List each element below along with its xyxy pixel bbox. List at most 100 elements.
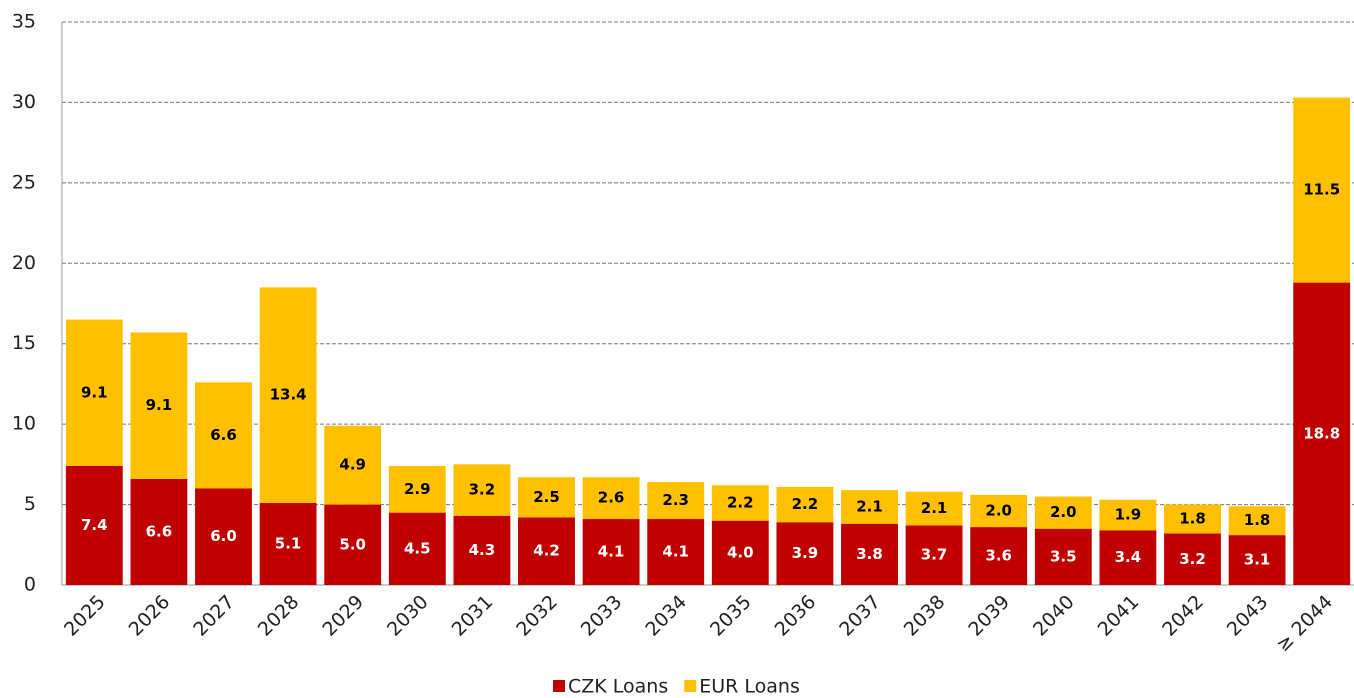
bar-segment [453, 515, 511, 585]
bar-segment [324, 425, 382, 505]
value-label: 7.4 [81, 516, 108, 534]
value-label: 1.9 [1115, 506, 1142, 524]
value-label: 3.7 [921, 546, 948, 564]
x-tick-label: 2031 [448, 591, 498, 641]
x-tick-label: 2038 [900, 591, 950, 641]
bar-segment [776, 522, 834, 585]
legend-label: CZK Loans [568, 676, 668, 698]
bar-segment [1228, 535, 1286, 585]
y-tick-label: 20 [12, 252, 36, 274]
x-tick-label: 2042 [1158, 591, 1208, 641]
bar-segment [1293, 282, 1351, 585]
bar-segment [841, 490, 898, 524]
value-label: 11.5 [1303, 181, 1340, 199]
bar-segment [518, 477, 575, 518]
value-label: 4.1 [598, 543, 625, 561]
bar-segment [905, 525, 963, 585]
legend-swatch [553, 680, 565, 692]
bar-segment [324, 504, 382, 585]
x-tick-label: 2037 [835, 591, 885, 641]
bar-segment [195, 488, 252, 585]
bar-segment [453, 464, 511, 516]
bar-segment [841, 523, 898, 585]
bar-segment [970, 527, 1028, 585]
value-label: 2.0 [985, 502, 1012, 520]
value-label: 4.0 [727, 543, 754, 561]
y-tick-label: 10 [12, 413, 36, 435]
value-label: 3.8 [856, 545, 883, 563]
value-label: 6.6 [146, 522, 173, 540]
bar-segment [518, 517, 575, 585]
bar-segment [1228, 506, 1286, 536]
x-tick-label: 2028 [254, 591, 304, 641]
bar-segment [1099, 499, 1157, 531]
value-label: 9.1 [146, 396, 173, 414]
bar-segment [195, 382, 252, 489]
value-label: 4.5 [404, 539, 431, 557]
value-label: 18.8 [1303, 424, 1340, 442]
value-label: 6.0 [210, 527, 237, 545]
x-tick-label: 2035 [706, 591, 756, 641]
bar-segment [1293, 97, 1351, 283]
bar-segment [1034, 528, 1092, 585]
value-label: 5.0 [339, 535, 366, 553]
value-label: 2.2 [727, 493, 754, 511]
bar-segment [582, 519, 640, 585]
legend-swatch [684, 680, 697, 692]
value-label: 5.1 [275, 534, 302, 552]
x-tick-label: 2026 [125, 591, 175, 641]
bar-segment [388, 512, 446, 585]
legend-label: EUR Loans [699, 676, 800, 698]
bar-segment [711, 520, 769, 585]
x-tick-label: 2034 [641, 591, 691, 641]
x-tick-label: 2041 [1094, 591, 1144, 641]
y-tick-label: 30 [12, 91, 36, 113]
x-tick-label: 2025 [60, 591, 110, 641]
bar-segment [130, 478, 188, 585]
value-label: 2.3 [662, 491, 689, 509]
bar-segment [1164, 533, 1221, 585]
y-tick-label: 35 [12, 11, 36, 33]
value-label: 2.1 [856, 497, 883, 515]
bar-segment [130, 332, 188, 479]
value-label: 3.4 [1115, 548, 1142, 566]
value-label: 2.5 [533, 488, 560, 506]
y-tick-label: 0 [24, 574, 36, 596]
y-tick-label: 5 [24, 493, 36, 515]
bar-segment [711, 485, 769, 521]
bar-segment [259, 287, 317, 503]
y-tick-label: 15 [12, 332, 36, 354]
x-tick-label: 2040 [1029, 591, 1079, 641]
x-tick-label: ≥ 2044 [1272, 591, 1337, 656]
bar-segment [905, 491, 963, 526]
x-tick-label: 2029 [318, 591, 368, 641]
x-tick-label: 2027 [189, 591, 239, 641]
x-tick-label: 2033 [577, 591, 627, 641]
value-label: 4.9 [339, 456, 366, 474]
bar-segment [1099, 530, 1157, 585]
y-tick-label: 25 [12, 171, 36, 193]
bar-segment [647, 519, 705, 585]
x-tick-label: 2039 [964, 591, 1014, 641]
bar-segment [970, 494, 1028, 528]
bar-segment [65, 319, 123, 466]
value-label: 6.6 [210, 426, 237, 444]
x-tick-label: 2032 [512, 591, 562, 641]
x-tick-label: 2036 [771, 591, 821, 641]
bar-segment [388, 465, 446, 513]
value-label: 1.8 [1179, 510, 1206, 528]
bar-segment [582, 477, 640, 520]
x-tick-label: 2030 [383, 591, 433, 641]
value-label: 3.2 [469, 481, 496, 499]
value-label: 2.0 [1050, 503, 1077, 521]
value-label: 3.2 [1179, 550, 1206, 568]
bar-segment [647, 482, 705, 520]
value-label: 3.9 [792, 544, 819, 562]
bar-segment [1164, 504, 1221, 534]
bar-segment [776, 486, 834, 523]
bar-segment [65, 465, 123, 585]
value-label: 2.6 [598, 489, 625, 507]
x-tick-label: 2043 [1223, 591, 1273, 641]
bar-segment [259, 502, 317, 585]
